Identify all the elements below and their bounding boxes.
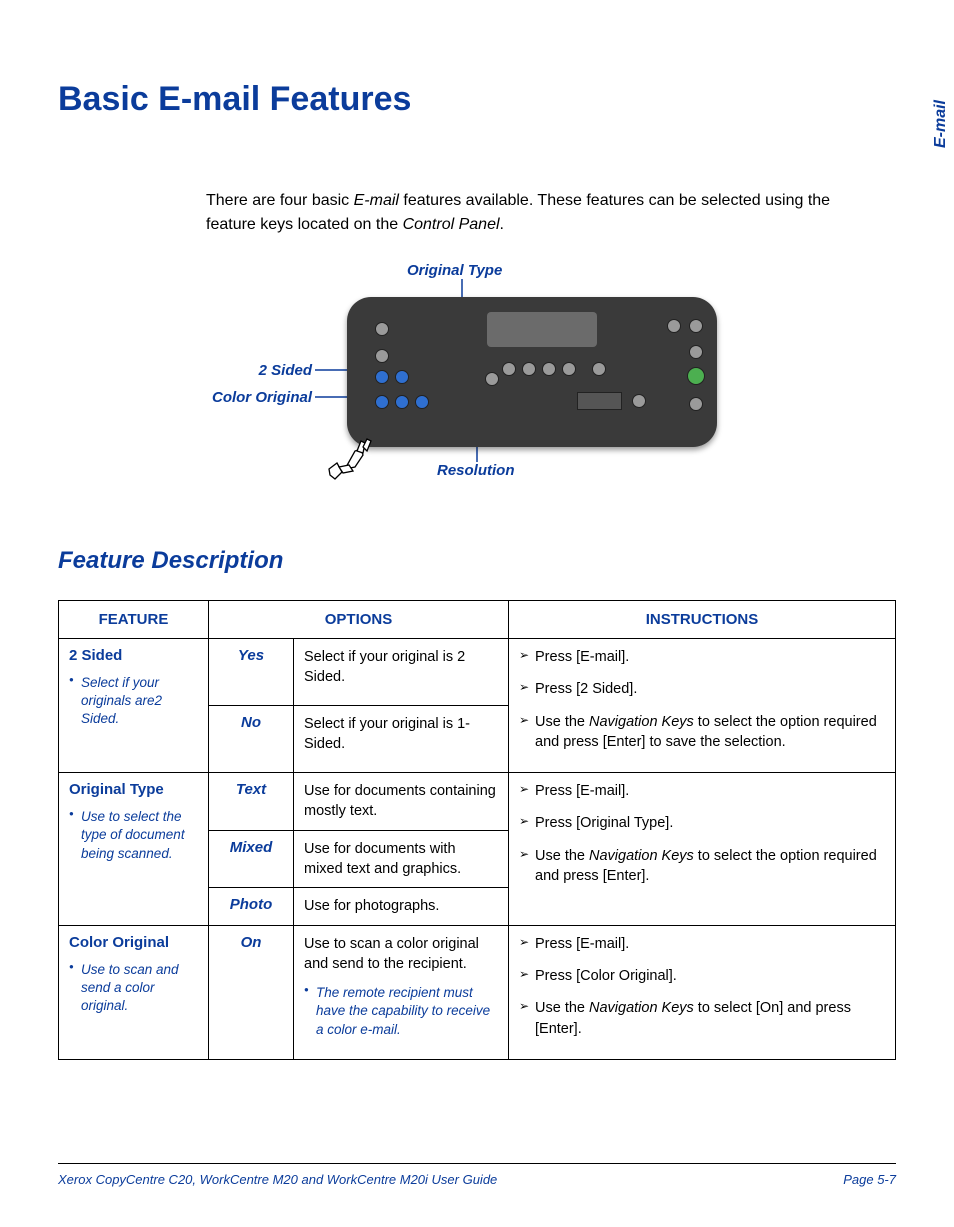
panel-button [689, 345, 703, 359]
instruction-item: Use the Navigation Keys to select the op… [519, 846, 885, 887]
cell-instructions: Press [E-mail]. Press [Original Type]. U… [509, 773, 896, 925]
feature-table: FEATURE OPTIONS INSTRUCTIONS 2 Sided Sel… [58, 600, 896, 1060]
panel-button [689, 397, 703, 411]
option-desc: Select if your original is 2 Sided. [294, 639, 509, 706]
feature-name: Color Original [69, 934, 198, 951]
instruction-item: Press [E-mail]. [519, 781, 885, 801]
table-row: 2 Sided Select if your originals are2 Si… [59, 639, 896, 706]
feature-name: Original Type [69, 781, 198, 798]
panel-button [689, 319, 703, 333]
page-title: Basic E-mail Features [58, 80, 896, 119]
panel-button [375, 370, 389, 384]
panel-button [687, 367, 705, 385]
instruction-item: Use the Navigation Keys to select [On] a… [519, 998, 885, 1039]
option-desc: Use to scan a color original and send to… [304, 934, 498, 975]
panel-button [415, 395, 429, 409]
panel-keypad [577, 392, 622, 410]
option-name: Yes [209, 639, 294, 706]
panel-button [395, 395, 409, 409]
panel-button [542, 362, 556, 376]
intro-text-3: . [500, 216, 504, 233]
th-options: OPTIONS [209, 601, 509, 639]
panel-button [522, 362, 536, 376]
panel-button [562, 362, 576, 376]
cell-feature: Color Original Use to scan and send a co… [59, 925, 209, 1059]
option-name: Mixed [209, 830, 294, 888]
option-desc: Use for documents containing mostly text… [294, 773, 509, 831]
option-desc: Select if your original is 1-Sided. [294, 706, 509, 773]
option-desc: Use for documents with mixed text and gr… [294, 830, 509, 888]
panel-screen [487, 312, 597, 347]
footer-left: Xerox CopyCentre C20, WorkCentre M20 and… [58, 1172, 497, 1187]
intro-em-2: Control Panel [403, 216, 500, 233]
th-instructions: INSTRUCTIONS [509, 601, 896, 639]
panel-button [375, 322, 389, 336]
panel-button [502, 362, 516, 376]
option-name: Text [209, 773, 294, 831]
panel-button [667, 319, 681, 333]
instruction-item: Press [2 Sided]. [519, 679, 885, 699]
option-name: On [209, 925, 294, 1059]
control-panel-graphic [347, 297, 717, 447]
hand-pointer-icon [327, 427, 387, 487]
panel-button [395, 370, 409, 384]
intro-text-1: There are four basic [206, 192, 354, 209]
cell-instructions: Press [E-mail]. Press [2 Sided]. Use the… [509, 639, 896, 773]
table-row: Original Type Use to select the type of … [59, 773, 896, 831]
th-feature: FEATURE [59, 601, 209, 639]
panel-button [485, 372, 499, 386]
feature-desc: Select if your originals are2 Sided. [69, 674, 198, 729]
page-footer: Xerox CopyCentre C20, WorkCentre M20 and… [58, 1163, 896, 1187]
instruction-item: Press [Original Type]. [519, 813, 885, 833]
option-name: No [209, 706, 294, 773]
section-side-label: E-mail [932, 100, 950, 148]
cell-feature: Original Type Use to select the type of … [59, 773, 209, 925]
cell-feature: 2 Sided Select if your originals are2 Si… [59, 639, 209, 773]
option-note: The remote recipient must have the capab… [304, 984, 498, 1039]
footer-right: Page 5-7 [843, 1172, 896, 1187]
cell-instructions: Press [E-mail]. Press [Color Original]. … [509, 925, 896, 1059]
page: E-mail Basic E-mail Features There are f… [0, 0, 954, 1227]
instruction-item: Use the Navigation Keys to select the op… [519, 712, 885, 753]
instruction-item: Press [E-mail]. [519, 934, 885, 954]
instruction-item: Press [Color Original]. [519, 966, 885, 986]
instruction-item: Press [E-mail]. [519, 647, 885, 667]
panel-button [375, 395, 389, 409]
feature-name: 2 Sided [69, 647, 198, 664]
feature-desc: Use to scan and send a color original. [69, 961, 198, 1016]
section-heading: Feature Description [58, 547, 896, 575]
intro-em-1: E-mail [354, 192, 399, 209]
panel-button [632, 394, 646, 408]
feature-desc: Use to select the type of document being… [69, 808, 198, 863]
control-panel-diagram: Original Type 2 Sided Color Original Res… [127, 267, 827, 507]
option-name: Photo [209, 888, 294, 925]
option-desc-cell: Use to scan a color original and send to… [294, 925, 509, 1059]
intro-paragraph: There are four basic E-mail features ava… [206, 189, 836, 237]
panel-button [375, 349, 389, 363]
panel-button [592, 362, 606, 376]
option-desc: Use for photographs. [294, 888, 509, 925]
table-row: Color Original Use to scan and send a co… [59, 925, 896, 1059]
